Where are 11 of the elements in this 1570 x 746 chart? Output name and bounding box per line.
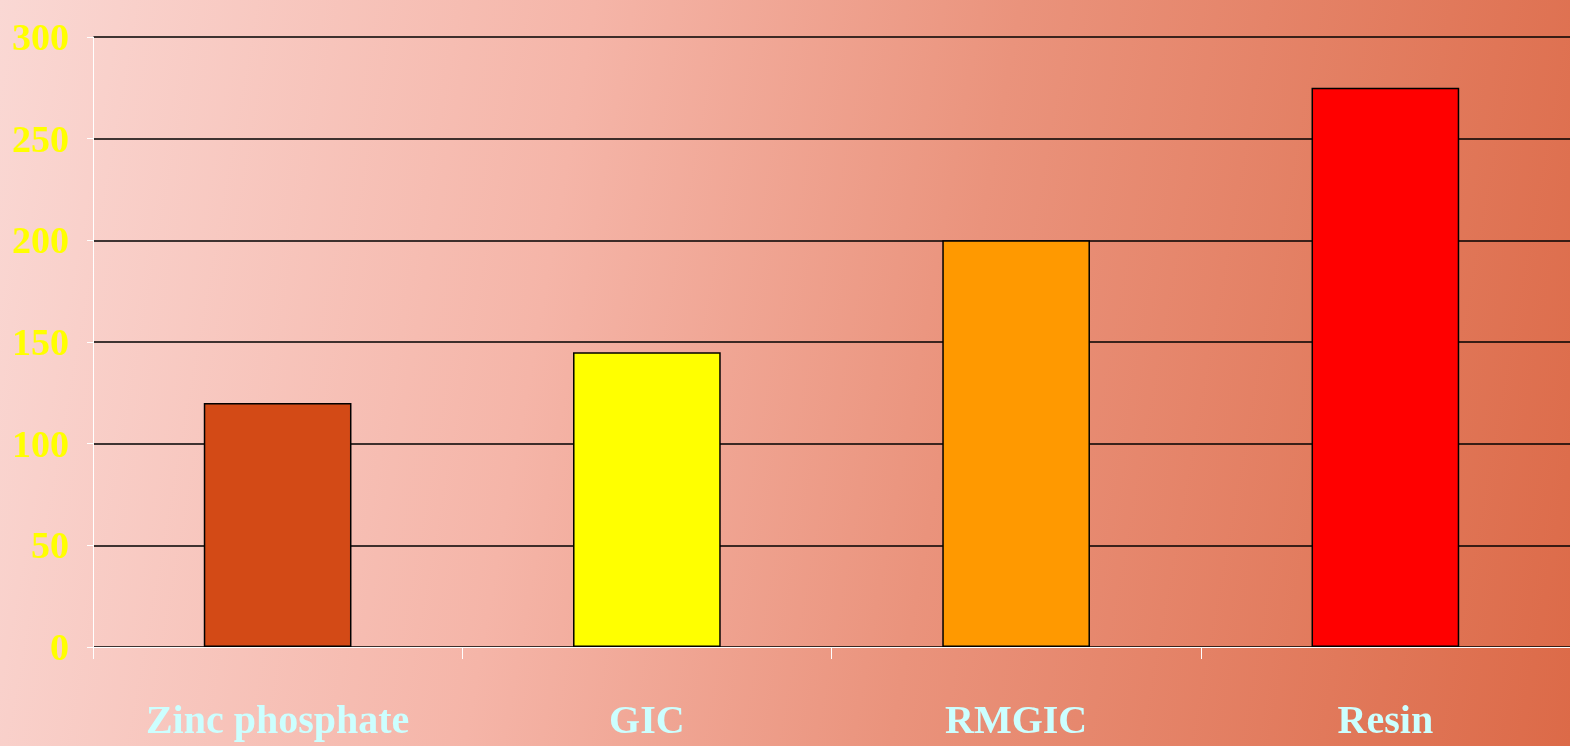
- y-tick-label: 150: [12, 321, 69, 363]
- y-tick-label: 250: [12, 117, 69, 160]
- y-tick-label: 100: [12, 422, 69, 465]
- x-tick-label: Zinc phosphate: [145, 696, 410, 742]
- x-tick-label: GIC: [609, 696, 685, 742]
- x-tick-label: RMGIC: [945, 696, 1088, 742]
- y-tick-label: 300: [12, 16, 69, 58]
- y-tick-label: 50: [31, 524, 69, 567]
- x-tick-label: Resin: [1337, 696, 1434, 742]
- y-tick-label: 200: [12, 219, 69, 262]
- y-tick-label: 0: [50, 626, 69, 668]
